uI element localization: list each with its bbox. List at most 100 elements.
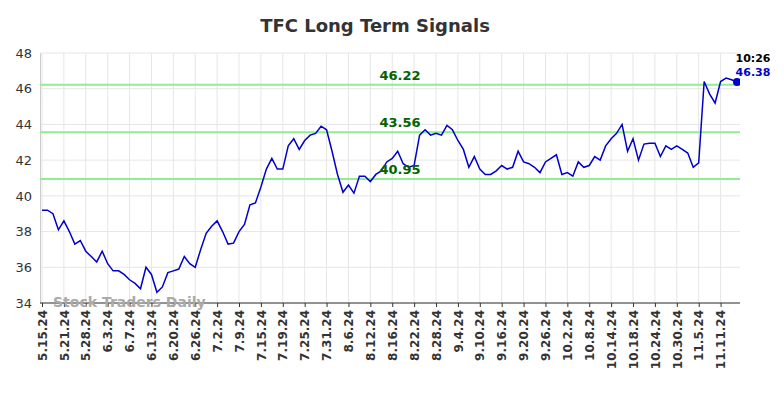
signal-line (40, 84, 740, 86)
x-tick: 10.2.24 (561, 303, 575, 361)
last-value-label: 46.38 (736, 66, 771, 79)
x-tick-mark (305, 303, 306, 307)
x-tick: 7.15.24 (255, 303, 269, 361)
x-tick-label: 7.31.24 (320, 310, 334, 361)
x-axis: 5.15.245.21.245.28.246.3.246.7.246.13.24… (36, 303, 740, 369)
x-tick-label: 10.8.24 (583, 310, 597, 361)
x-tick-mark (239, 303, 240, 307)
x-tick-label: 6.20.24 (167, 310, 181, 361)
x-tick: 11.11.24 (714, 303, 728, 369)
y-tick: 48 (15, 46, 40, 61)
x-tick-label: 10.2.24 (561, 310, 575, 361)
y-tick: 38 (15, 224, 40, 239)
x-tick-label: 10.30.24 (671, 310, 685, 369)
x-tick-label: 7.25.24 (298, 310, 312, 361)
grid-line (40, 195, 740, 196)
y-tick-label: 48 (15, 46, 32, 61)
x-tick-label: 7.15.24 (255, 310, 269, 361)
price-line (42, 78, 737, 292)
x-tick: 8.6.24 (342, 303, 356, 353)
watermark: Stock Traders Daily (53, 294, 206, 310)
x-tick-label: 6.13.24 (145, 310, 159, 361)
x-tick: 10.18.24 (627, 303, 641, 369)
y-tick-label: 46 (15, 81, 32, 96)
x-tick-label: 6.3.24 (101, 310, 115, 353)
y-tick: 40 (15, 189, 40, 204)
x-tick-mark (348, 303, 349, 307)
x-tick-label: 8.12.24 (364, 310, 378, 361)
x-tick-mark (283, 303, 284, 307)
x-tick: 8.28.24 (430, 303, 444, 361)
x-tick: 6.3.24 (101, 303, 115, 353)
plot-area (40, 78, 740, 292)
x-tick-label: 9.10.24 (473, 310, 487, 361)
x-tick: 10.24.24 (649, 303, 663, 369)
x-tick-mark (524, 303, 525, 307)
x-tick-mark (370, 303, 371, 307)
x-tick-mark (217, 303, 218, 307)
y-tick: 42 (15, 153, 40, 168)
x-tick: 9.20.24 (517, 303, 531, 361)
x-tick-label: 11.5.24 (692, 310, 706, 361)
last-point (733, 78, 740, 86)
x-tick: 6.26.24 (189, 303, 203, 361)
grid-line (40, 267, 740, 268)
y-tick-label: 36 (15, 260, 32, 275)
x-tick-label: 10.24.24 (649, 310, 663, 369)
x-tick-label: 10.18.24 (627, 310, 641, 369)
x-tick: 9.4.24 (452, 303, 466, 353)
x-tick-mark (721, 303, 722, 307)
x-tick: 6.20.24 (167, 303, 181, 361)
x-tick-label: 8.22.24 (408, 310, 422, 361)
x-tick: 7.25.24 (298, 303, 312, 361)
x-tick-label: 8.6.24 (342, 310, 356, 353)
x-tick-mark (261, 303, 262, 307)
x-tick: 8.12.24 (364, 303, 378, 361)
x-tick-label: 6.7.24 (123, 310, 137, 353)
x-tick: 7.19.24 (276, 303, 290, 361)
x-tick-label: 10.14.24 (605, 310, 619, 369)
x-tick-mark (633, 303, 634, 307)
x-tick: 11.5.24 (692, 303, 706, 361)
x-tick: 10.8.24 (583, 303, 597, 361)
y-tick: 46 (15, 81, 40, 96)
x-tick: 10.30.24 (671, 303, 685, 369)
x-tick: 9.16.24 (495, 303, 509, 361)
x-tick-label: 8.16.24 (386, 310, 400, 361)
grid-line (40, 231, 740, 232)
x-tick-label: 9.26.24 (539, 310, 553, 361)
x-tick: 7.31.24 (320, 303, 334, 361)
x-tick-mark (677, 303, 678, 307)
title: TFC Long Term Signals (260, 15, 490, 36)
x-tick: 8.22.24 (408, 303, 422, 361)
y-axis: 34 36 38 40 42 44 46 48 (15, 46, 40, 311)
signal-line (40, 131, 740, 133)
y-tick-label: 44 (15, 117, 32, 132)
signal-label: 40.95 (379, 162, 420, 177)
signal-line (40, 178, 740, 180)
x-tick: 8.16.24 (386, 303, 400, 361)
x-tick: 5.15.24 (36, 303, 50, 361)
x-tick-mark (655, 303, 656, 307)
x-tick-label: 7.2.24 (211, 310, 225, 353)
x-tick-mark (480, 303, 481, 307)
x-tick-mark (327, 303, 328, 307)
x-tick-label: 9.4.24 (452, 310, 466, 353)
x-tick-mark (589, 303, 590, 307)
x-tick-mark (611, 303, 612, 307)
x-tick-label: 9.20.24 (517, 310, 531, 361)
x-tick: 5.21.24 (58, 303, 72, 361)
x-tick-mark (567, 303, 568, 307)
x-tick-label: 6.26.24 (189, 310, 203, 361)
x-tick-mark (436, 303, 437, 307)
x-tick-mark (414, 303, 415, 307)
grid (40, 53, 740, 303)
x-tick-label: 5.21.24 (58, 310, 72, 361)
y-tick: 34 (15, 296, 40, 311)
x-tick-mark (699, 303, 700, 307)
x-tick-mark (545, 303, 546, 307)
time-label: 10:26 (735, 52, 770, 65)
x-tick-label: 5.15.24 (36, 310, 50, 361)
x-tick-label: 8.28.24 (430, 310, 444, 361)
y-tick: 36 (15, 260, 40, 275)
